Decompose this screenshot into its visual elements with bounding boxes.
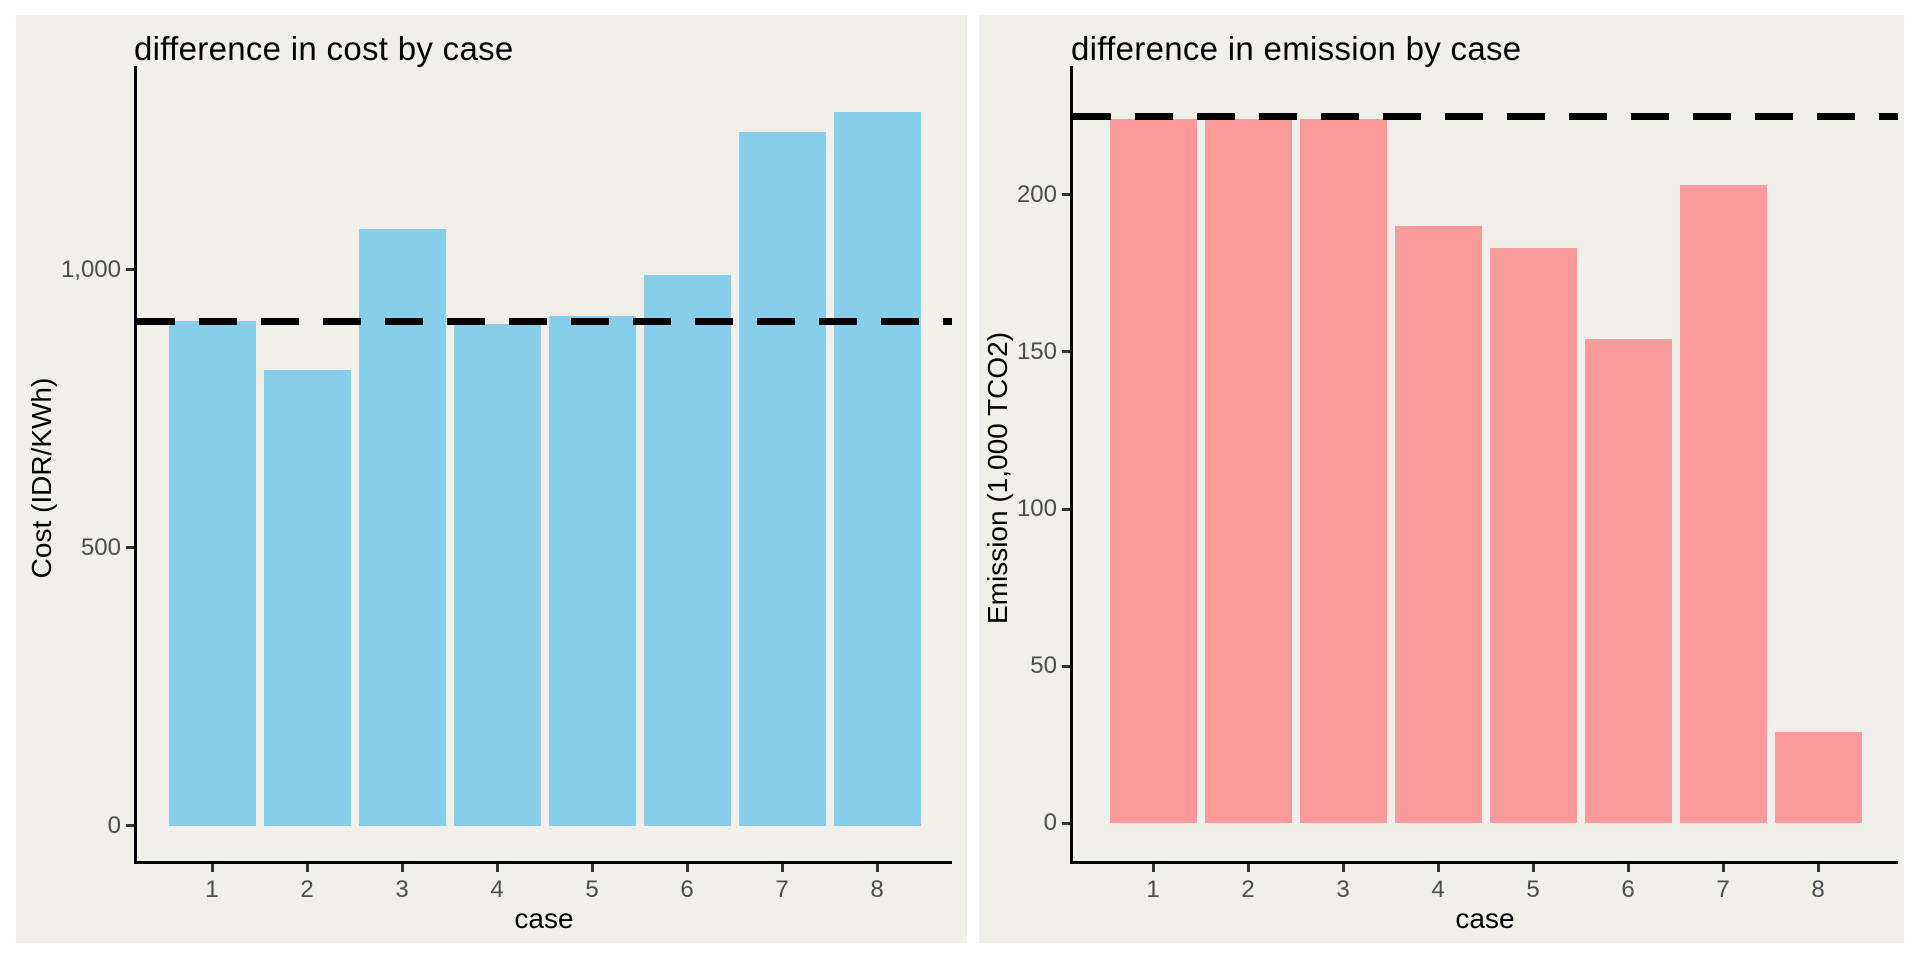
x-tick — [1436, 864, 1440, 872]
x-tick-label: 6 — [680, 876, 694, 903]
y-tick — [126, 824, 134, 828]
bar-case-1 — [168, 321, 256, 826]
y-tick-label: 200 — [1016, 180, 1057, 208]
x-tick — [1626, 864, 1630, 872]
cost-plot-area: 0 500 1,000 1 2 3 4 5 6 7 8 — [61, 66, 952, 903]
x-tick — [590, 864, 594, 872]
y-tick — [1062, 664, 1070, 668]
y-tick-label: 150 — [1016, 337, 1057, 365]
x-tick — [305, 864, 309, 872]
dashed-reference-line — [137, 317, 952, 325]
x-tick-label: 1 — [1146, 876, 1160, 903]
bar-case-5 — [1489, 248, 1577, 824]
bar-case-4 — [1394, 226, 1482, 824]
x-tick-label: 6 — [1621, 876, 1635, 903]
bar-case-6 — [643, 275, 731, 826]
emission-plot-area: 0 50 100 150 200 1 2 3 4 5 6 7 8 — [1017, 66, 1898, 903]
bar-case-7 — [1679, 185, 1767, 824]
y-tick — [1062, 507, 1070, 511]
x-tick-label: 8 — [870, 876, 884, 903]
x-tick — [1531, 864, 1535, 872]
x-tick — [780, 864, 784, 872]
bar-case-6 — [1584, 339, 1672, 824]
x-tick — [1816, 864, 1820, 872]
y-tick — [1062, 193, 1070, 197]
y-tick-label: 50 — [1030, 652, 1057, 680]
y-tick-label: 0 — [1043, 809, 1057, 837]
x-tick-label: 8 — [1811, 876, 1825, 903]
cost-y-axis-title: Cost (IDR/KWh) — [26, 377, 57, 579]
y-tick-label: 500 — [80, 533, 121, 561]
emission-x-axis-title: case — [1455, 903, 1515, 934]
x-tick-label: 1 — [205, 876, 219, 903]
bar-case-4 — [453, 323, 541, 826]
cost-chart-title: difference in cost by case — [134, 30, 514, 67]
x-tick-label: 3 — [395, 876, 409, 903]
y-tick-label: 1,000 — [60, 255, 121, 283]
y-tick — [1062, 350, 1070, 354]
bar-case-2 — [1204, 119, 1292, 824]
x-tick — [1341, 864, 1345, 872]
bar-case-7 — [738, 131, 826, 826]
y-tick-label: 100 — [1016, 495, 1057, 523]
bar-case-1 — [1109, 119, 1197, 824]
cost-chart-panel: difference in cost by case Cost (IDR/KWh… — [16, 15, 967, 943]
emission-chart-panel: difference in emission by case Emission … — [979, 15, 1904, 943]
bar-case-2 — [263, 369, 351, 826]
y-tick — [126, 546, 134, 550]
y-tick — [1062, 821, 1070, 825]
cost-x-axis-title: case — [514, 903, 574, 934]
y-tick-label: 0 — [107, 811, 121, 839]
x-tick — [400, 864, 404, 872]
x-tick — [685, 864, 689, 872]
x-tick — [1246, 864, 1250, 872]
bar-case-8 — [833, 112, 921, 826]
x-tick — [210, 864, 214, 872]
bar-case-3 — [358, 229, 446, 826]
x-tick-label: 2 — [1241, 876, 1255, 903]
y-tick — [126, 268, 134, 272]
x-tick — [1721, 864, 1725, 872]
x-tick-label: 4 — [490, 876, 504, 903]
x-tick — [1151, 864, 1155, 872]
x-tick-label: 4 — [1431, 876, 1445, 903]
x-tick-label: 5 — [585, 876, 599, 903]
bar-case-8 — [1774, 732, 1862, 824]
x-tick — [875, 864, 879, 872]
x-tick-label: 7 — [1716, 876, 1730, 903]
emission-chart-title: difference in emission by case — [1071, 30, 1522, 67]
bar-case-3 — [1299, 119, 1387, 824]
x-tick-label: 2 — [300, 876, 314, 903]
x-tick — [495, 864, 499, 872]
emission-y-axis-title: Emission (1,000 TCO2) — [982, 331, 1013, 625]
dashed-reference-line — [1073, 112, 1898, 120]
bar-case-5 — [548, 315, 636, 826]
x-tick-label: 3 — [1336, 876, 1350, 903]
x-tick-label: 7 — [775, 876, 789, 903]
x-tick-label: 5 — [1526, 876, 1540, 903]
